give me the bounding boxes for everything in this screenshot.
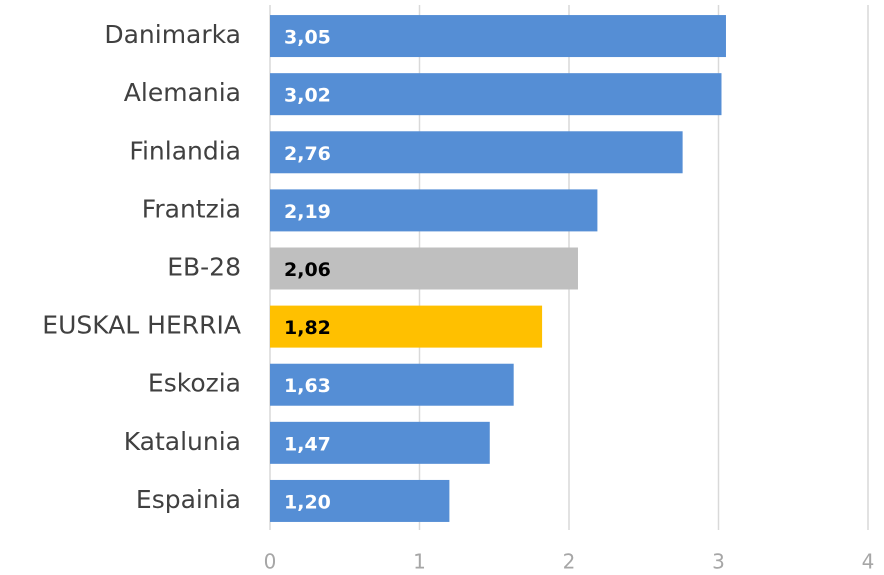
category-label: Frantzia [142, 194, 241, 223]
bar [270, 15, 726, 58]
category-label: EUSKAL HERRIA [42, 311, 241, 340]
category-label: Eskozia [148, 369, 241, 398]
value-label: 1,63 [284, 375, 331, 397]
value-label: 1,20 [284, 491, 331, 513]
x-tick-label: 2 [563, 550, 576, 574]
x-tick-label: 4 [862, 550, 875, 574]
bar [270, 305, 543, 348]
bar [270, 479, 450, 522]
x-tick-label: 3 [712, 550, 725, 574]
bar [270, 131, 683, 174]
value-label: 3,02 [284, 85, 331, 107]
bar [270, 247, 578, 290]
bar [270, 189, 598, 232]
value-label: 2,19 [284, 201, 331, 223]
category-label: Finlandia [129, 136, 241, 165]
category-label: Alemania [124, 78, 241, 107]
bar [270, 421, 490, 464]
bar [270, 363, 514, 406]
category-label: Danimarka [104, 20, 241, 49]
value-label: 1,82 [284, 317, 331, 339]
value-label: 1,47 [284, 433, 331, 455]
category-label: Katalunia [124, 427, 241, 456]
category-label: Espainia [136, 485, 241, 514]
category-label: EB-28 [167, 253, 241, 282]
x-tick-label: 0 [264, 550, 277, 574]
value-label: 2,06 [284, 259, 331, 281]
x-tick-label: 1 [413, 550, 426, 574]
value-label: 2,76 [284, 143, 331, 165]
bar [270, 73, 722, 116]
value-label: 3,05 [284, 27, 331, 49]
